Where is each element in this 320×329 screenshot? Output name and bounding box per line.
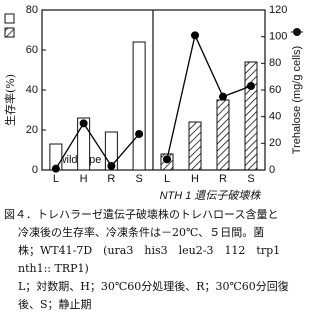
line <box>166 33 252 160</box>
bar <box>132 41 146 171</box>
y2-tick-label: 20 <box>269 137 281 149</box>
point <box>79 119 88 128</box>
caption-line: 冷凍後の生存率、冷凍条件は－20℃、５日間。菌 <box>18 225 264 239</box>
x-tick-label: S <box>135 173 142 185</box>
point <box>51 164 60 173</box>
caption-line: nth1:: TRP1) <box>18 262 89 275</box>
x-tick-label: S <box>247 173 254 185</box>
y-tick-label: 40 <box>26 84 38 96</box>
y2-tick-label: 40 <box>269 111 281 123</box>
panel-title: NTH 1 遺伝子破壊株 <box>160 189 262 202</box>
x-tick-label: L <box>164 173 170 185</box>
bar <box>188 121 202 171</box>
point <box>219 92 227 101</box>
legend-swatch <box>4 27 15 38</box>
x-tick-label: R <box>107 173 115 185</box>
y2-tick-label: 60 <box>269 84 281 96</box>
caption-line: 株；WT41-7D (ura3 his3 leu2-3 112 trp1 <box>18 243 280 257</box>
point <box>107 162 116 170</box>
caption-line: L；対数期、H；30℃60分処理後、R；30℃60分回復 <box>18 279 289 293</box>
y2-tick-label: 0 <box>269 164 275 176</box>
caption-line: 後、S；静止期 <box>18 297 92 311</box>
point <box>163 155 171 164</box>
x-tick-label: H <box>80 173 88 185</box>
y2-tick-label: 80 <box>269 57 281 69</box>
bar <box>244 61 258 171</box>
y-tick-label: 60 <box>26 44 38 56</box>
caption: 図４．トレハラーゼ遺伝子破壊株のトレハロース含量と冷凍後の生存率、冷凍条件は－2… <box>4 207 289 311</box>
legend-swatch <box>4 13 15 24</box>
y2-tick-label: 100 <box>269 31 287 43</box>
y-tick-label: 80 <box>26 4 38 16</box>
point <box>247 82 255 90</box>
x-tick-label: L <box>53 173 59 185</box>
figure: wild type NTH 1 遺伝子破壊株 生存率(%) Trehalose … <box>3 4 303 311</box>
y-tick-label: 0 <box>32 164 38 176</box>
line <box>55 122 140 170</box>
y-tick-label: 20 <box>26 124 38 136</box>
x-tick-label: H <box>191 173 199 185</box>
x-tick-label: R <box>219 173 227 185</box>
point <box>191 31 199 40</box>
point <box>135 130 144 138</box>
bar <box>77 117 91 171</box>
y-axis-label: 生存率(%) <box>3 74 17 126</box>
y2-axis-label: Trehalose (mg/g cells) <box>291 46 303 154</box>
y2-tick-label: 120 <box>269 4 287 16</box>
bar <box>216 99 230 171</box>
caption-line: 図４．トレハラーゼ遺伝子破壊株のトレハロース含量と <box>4 207 278 221</box>
